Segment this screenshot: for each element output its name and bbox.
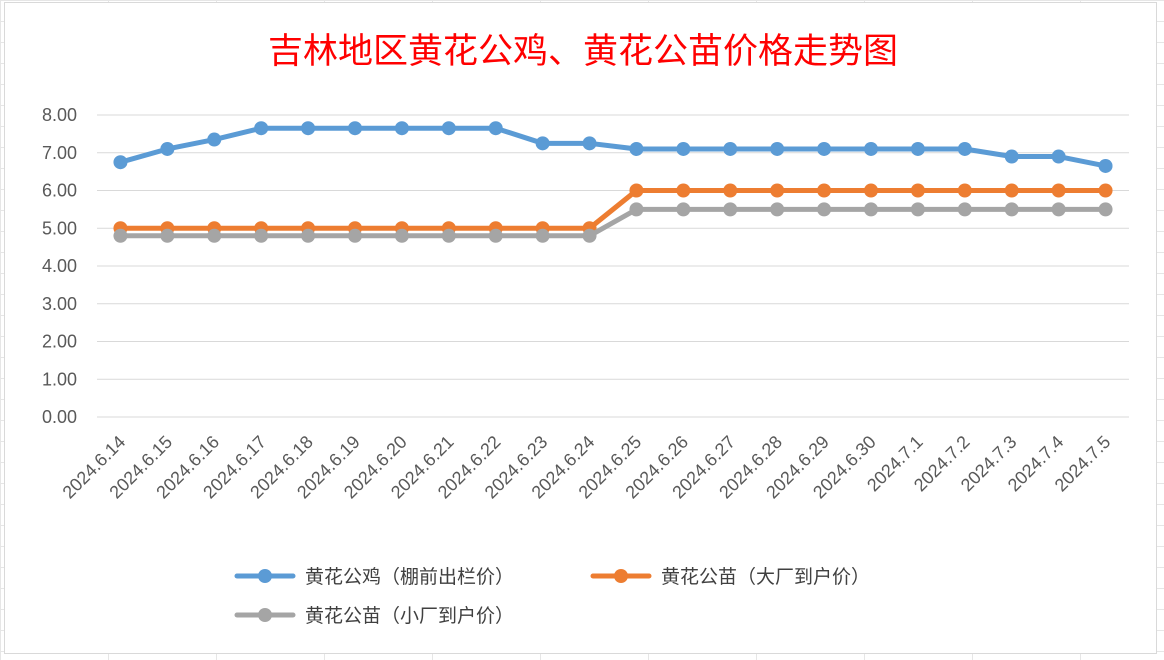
data-point[interactable]: [629, 202, 644, 217]
data-point[interactable]: [301, 121, 316, 136]
data-point[interactable]: [441, 228, 456, 243]
series-3: [113, 202, 1113, 243]
data-point[interactable]: [910, 183, 925, 198]
data-point[interactable]: [207, 132, 222, 147]
data-point[interactable]: [676, 183, 691, 198]
data-point[interactable]: [301, 228, 316, 243]
data-point[interactable]: [1051, 149, 1066, 164]
series-line: [117, 206, 1109, 239]
y-tick-label: 4.00: [42, 256, 77, 276]
legend-marker: [258, 569, 272, 583]
data-point[interactable]: [864, 202, 878, 217]
data-point[interactable]: [817, 141, 832, 156]
legend-label: 黄花公鸡（棚前出栏价）: [305, 566, 514, 588]
legend: 黄花公鸡（棚前出栏价） 黄花公苗（大厂到户价） 黄花公苗（小厂到户价）: [234, 566, 870, 627]
data-point[interactable]: [348, 228, 362, 243]
data-point[interactable]: [1004, 202, 1019, 217]
data-point[interactable]: [910, 141, 925, 156]
x-axis-ticks: 2024.6.142024.6.152024.6.162024.6.172024…: [59, 432, 1115, 503]
series-1: [113, 121, 1113, 173]
data-point[interactable]: [1098, 183, 1113, 198]
data-point[interactable]: [394, 228, 409, 243]
y-tick-label: 8.00: [42, 105, 77, 125]
data-point[interactable]: [629, 183, 644, 198]
data-point[interactable]: [770, 183, 785, 198]
y-tick-label: 5.00: [42, 218, 77, 238]
y-tick-label: 7.00: [42, 143, 77, 163]
data-point[interactable]: [676, 141, 691, 156]
series-line: [117, 125, 1109, 169]
data-point[interactable]: [1051, 202, 1066, 217]
data-point[interactable]: [113, 155, 128, 170]
data-point[interactable]: [254, 228, 269, 243]
y-axis-ticks: 0.00 1.00 2.00 3.00 4.00 5.00 6.00 7.00 8.00: [42, 105, 77, 427]
data-point[interactable]: [348, 121, 362, 136]
data-point[interactable]: [910, 202, 925, 217]
data-point[interactable]: [113, 228, 128, 243]
data-point[interactable]: [723, 141, 738, 156]
data-point[interactable]: [582, 136, 597, 151]
legend-item[interactable]: 黄花公苗（小厂到户价）: [234, 605, 514, 627]
legend-item[interactable]: 黄花公鸡（棚前出栏价）: [234, 566, 514, 588]
legend-marker: [614, 569, 628, 583]
data-point[interactable]: [254, 121, 269, 136]
data-point[interactable]: [1098, 202, 1113, 217]
data-point[interactable]: [1051, 183, 1066, 198]
legend-label: 黄花公苗（小厂到户价）: [305, 605, 514, 627]
y-tick-label: 6.00: [42, 181, 77, 201]
data-point[interactable]: [629, 141, 644, 156]
data-point[interactable]: [723, 183, 738, 198]
series-line: [117, 188, 1109, 231]
data-point[interactable]: [957, 202, 972, 217]
data-point[interactable]: [864, 141, 878, 156]
data-point[interactable]: [957, 141, 972, 156]
data-point[interactable]: [394, 121, 409, 136]
data-point[interactable]: [488, 228, 503, 243]
data-point[interactable]: [676, 202, 691, 217]
data-point[interactable]: [864, 183, 878, 198]
data-point[interactable]: [770, 141, 785, 156]
chart-title: 吉林地区黄花公鸡、黄花公苗价格走势图: [268, 32, 898, 72]
data-point[interactable]: [817, 202, 832, 217]
y-tick-label: 3.00: [42, 294, 77, 314]
data-point[interactable]: [441, 121, 456, 136]
chart-area[interactable]: 吉林地区黄花公鸡、黄花公苗价格走势图 0.00 1.00 2.00 3.00 4.00 5…: [4, 2, 1157, 654]
y-tick-label: 0.00: [42, 407, 77, 427]
legend-item[interactable]: 黄花公苗（大厂到户价）: [590, 566, 870, 588]
data-point[interactable]: [957, 183, 972, 198]
data-point[interactable]: [535, 228, 550, 243]
line-chart: 吉林地区黄花公鸡、黄花公苗价格走势图 0.00 1.00 2.00 3.00 4.00 5…: [42, 32, 1129, 627]
y-tick-label: 2.00: [42, 332, 77, 352]
legend-label: 黄花公苗（大厂到户价）: [661, 566, 870, 588]
data-point[interactable]: [1004, 183, 1019, 198]
data-point[interactable]: [160, 228, 175, 243]
data-point[interactable]: [817, 183, 832, 198]
data-point[interactable]: [723, 202, 738, 217]
data-point[interactable]: [582, 228, 597, 243]
legend-marker: [258, 608, 272, 622]
gridlines: [97, 114, 1129, 418]
data-point[interactable]: [207, 228, 222, 243]
data-point[interactable]: [1098, 158, 1113, 173]
data-point[interactable]: [160, 141, 175, 156]
data-point[interactable]: [535, 136, 550, 151]
data-point[interactable]: [1004, 149, 1019, 164]
series-layer: [113, 121, 1113, 243]
data-point[interactable]: [770, 202, 785, 217]
y-tick-label: 1.00: [42, 369, 77, 389]
data-point[interactable]: [488, 121, 503, 136]
